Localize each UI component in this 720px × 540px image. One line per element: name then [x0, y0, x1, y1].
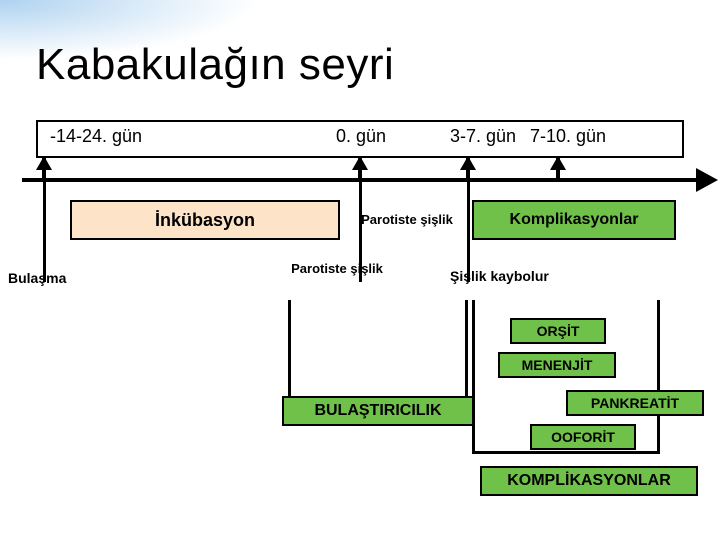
timeline-label-2: 0. gün [336, 126, 386, 147]
box-orsit-label: ORŞİT [537, 323, 580, 339]
timeline-label-3: 3-7. gün [450, 126, 516, 147]
bracket-bulastiricilik [288, 300, 468, 410]
connector-sislik [467, 182, 470, 282]
incubation-box: İnkübasyon [70, 200, 340, 240]
v-arrow-3 [466, 158, 470, 180]
box-menenjit-label: MENENJİT [522, 357, 593, 373]
timeline-arrow-line [22, 178, 702, 182]
complications-box: Komplikasyonlar [472, 200, 676, 240]
box-komplikasyonlar-label: KOMPLİKASYONLAR [507, 472, 671, 490]
timeline-arrow-head [696, 168, 718, 192]
box-pankreatit: PANKREATİT [566, 390, 704, 416]
connector-bulasma [43, 182, 46, 282]
sislik-kaybolur-label: Şişlik kaybolur [450, 268, 549, 284]
page-title: Kabakulağın seyri [36, 40, 394, 90]
timeline-label-4: 7-10. gün [530, 126, 606, 147]
box-ooforit-label: OOFORİT [551, 429, 615, 445]
box-menenjit: MENENJİT [498, 352, 616, 378]
complications-label: Komplikasyonlar [510, 211, 639, 229]
timeline-label-1: -14-24. gün [50, 126, 142, 147]
incubation-label: İnkübasyon [155, 210, 255, 231]
v-arrow-4 [556, 158, 560, 180]
box-ooforit: OOFORİT [530, 424, 636, 450]
box-komplikasyonlar: KOMPLİKASYONLAR [480, 466, 698, 496]
parotis-box: Parotiste şişlik [360, 200, 454, 240]
v-arrow-2 [358, 158, 362, 180]
bulasma-label: Bulaşma [8, 270, 66, 286]
parotis-label: Parotiste şişlik [361, 213, 453, 227]
box-orsit: ORŞİT [510, 318, 606, 344]
box-pankreatit-label: PANKREATİT [591, 395, 679, 411]
parotiste-label: Parotiste şişlik [290, 262, 384, 276]
box-bulastiricilik: BULAŞTIRICILIK [282, 396, 474, 426]
box-bulastiricilik-label: BULAŞTIRICILIK [314, 402, 441, 420]
v-arrow-1 [42, 158, 46, 180]
